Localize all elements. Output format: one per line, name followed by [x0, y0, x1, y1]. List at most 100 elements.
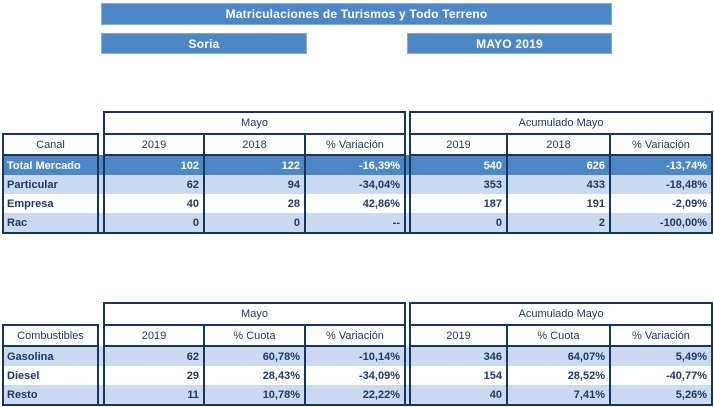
group-header-row: Mayo Acumulado Mayo — [3, 111, 713, 135]
row-label: Diesel — [2, 366, 99, 385]
table-row-particular: Particular 62 94 -34,04% 353 433 -18,48% — [2, 175, 713, 194]
spacer — [98, 366, 104, 385]
cell: 187 — [409, 194, 508, 213]
period-label: MAYO 2019 — [476, 36, 543, 51]
cell: 11 — [103, 385, 205, 406]
spacer — [405, 194, 410, 213]
col-header: % Variación — [304, 133, 406, 156]
cell: 42,86% — [304, 194, 406, 213]
col-header: 2019 — [409, 133, 508, 156]
cell: 40 — [409, 385, 508, 406]
cell: 29 — [103, 366, 205, 385]
spacer — [98, 213, 104, 234]
report-title-bar: Matriculaciones de Turismos y Todo Terre… — [101, 3, 612, 25]
cell: 102 — [103, 155, 205, 175]
cell: 62 — [103, 175, 205, 194]
cell: -34,04% — [304, 175, 406, 194]
col-header: % Variación — [609, 133, 713, 156]
cell: -13,74% — [609, 155, 713, 175]
group-header-mayo: Mayo — [103, 111, 406, 135]
cell: 122 — [203, 155, 306, 175]
table-row-rac: Rac 0 0 -- 0 2 -100,00% — [2, 213, 713, 234]
cell: 28 — [203, 194, 306, 213]
table-row-gasolina: Gasolina 62 60,78% -10,14% 346 64,07% 5,… — [2, 346, 713, 366]
cell: 2 — [506, 213, 611, 234]
cell: 60,78% — [203, 346, 306, 366]
cell: 64,07% — [506, 346, 611, 366]
cell: 10,78% — [203, 385, 306, 406]
combustibles-table: Mayo Acumulado Mayo Combustibles 2019 % … — [2, 302, 713, 406]
cell: 40 — [103, 194, 205, 213]
cell: -16,39% — [304, 155, 406, 175]
cell: 0 — [409, 213, 508, 234]
col-header: 2019 — [103, 324, 205, 347]
cell: 191 — [506, 194, 611, 213]
row-label: Resto — [2, 385, 99, 406]
cell: -34,09% — [304, 366, 406, 385]
province-label: Soria — [188, 36, 220, 51]
group-header-acumulado: Acumulado Mayo — [409, 111, 713, 135]
spacer — [98, 385, 104, 406]
spacer — [405, 213, 410, 234]
col-header: % Variación — [304, 324, 406, 347]
province-bar: Soria — [101, 33, 307, 54]
cell: 22,22% — [304, 385, 406, 406]
col-header: 2019 — [103, 133, 205, 156]
row-label: Empresa — [2, 194, 99, 213]
col-header: % Variación — [609, 324, 713, 347]
cell: 346 — [409, 346, 508, 366]
spacer — [405, 155, 410, 175]
cell: -100,00% — [609, 213, 713, 234]
cell: 28,52% — [506, 366, 611, 385]
spacer — [98, 155, 104, 175]
group-header-acumulado: Acumulado Mayo — [409, 302, 713, 326]
row-label: Total Mercado — [2, 155, 99, 175]
cell: 94 — [203, 175, 306, 194]
cell: 0 — [103, 213, 205, 234]
cell: 626 — [506, 155, 611, 175]
col-header: 2018 — [203, 133, 306, 156]
group-header-row: Mayo Acumulado Mayo — [3, 302, 713, 326]
cell: 0 — [203, 213, 306, 234]
spacer — [405, 385, 410, 406]
col-header: 2018 — [506, 133, 611, 156]
cell: -10,14% — [304, 346, 406, 366]
col-header: % Cuota — [506, 324, 611, 347]
spacer — [405, 175, 410, 194]
cell: 353 — [409, 175, 508, 194]
cell: 154 — [409, 366, 508, 385]
spacer — [405, 346, 410, 366]
row-label: Rac — [2, 213, 99, 234]
cell: 28,43% — [203, 366, 306, 385]
spacer — [405, 366, 410, 385]
col-header: 2019 — [409, 324, 508, 347]
report-title: Matriculaciones de Turismos y Todo Terre… — [225, 7, 488, 21]
table-row-diesel: Diesel 29 28,43% -34,09% 154 28,52% -40,… — [2, 366, 713, 385]
column-header-row: Combustibles 2019 % Cuota % Variación 20… — [2, 324, 713, 347]
cell: -2,09% — [609, 194, 713, 213]
table-row-resto: Resto 11 10,78% 22,22% 40 7,41% 5,26% — [2, 385, 713, 406]
cell: 62 — [103, 346, 205, 366]
col-header-canal: Canal — [2, 133, 99, 156]
spacer — [98, 346, 104, 366]
column-header-row: Canal 2019 2018 % Variación 2019 2018 % … — [2, 133, 713, 156]
cell: 433 — [506, 175, 611, 194]
row-label: Particular — [2, 175, 99, 194]
table-row-empresa: Empresa 40 28 42,86% 187 191 -2,09% — [2, 194, 713, 213]
cell: -18,48% — [609, 175, 713, 194]
cell: 5,26% — [609, 385, 713, 406]
spacer — [98, 175, 104, 194]
cell: 540 — [409, 155, 508, 175]
cell: -- — [304, 213, 406, 234]
table-row-total-mercado: Total Mercado 102 122 -16,39% 540 626 -1… — [2, 155, 713, 175]
cell: -40,77% — [609, 366, 713, 385]
col-header-combustibles: Combustibles — [2, 324, 99, 347]
cell: 7,41% — [506, 385, 611, 406]
spacer — [98, 194, 104, 213]
group-header-mayo: Mayo — [103, 302, 406, 326]
cell: 5,49% — [609, 346, 713, 366]
row-label: Gasolina — [2, 346, 99, 366]
period-bar: MAYO 2019 — [407, 33, 612, 54]
canal-table: Mayo Acumulado Mayo Canal 2019 2018 % Va… — [2, 111, 713, 234]
